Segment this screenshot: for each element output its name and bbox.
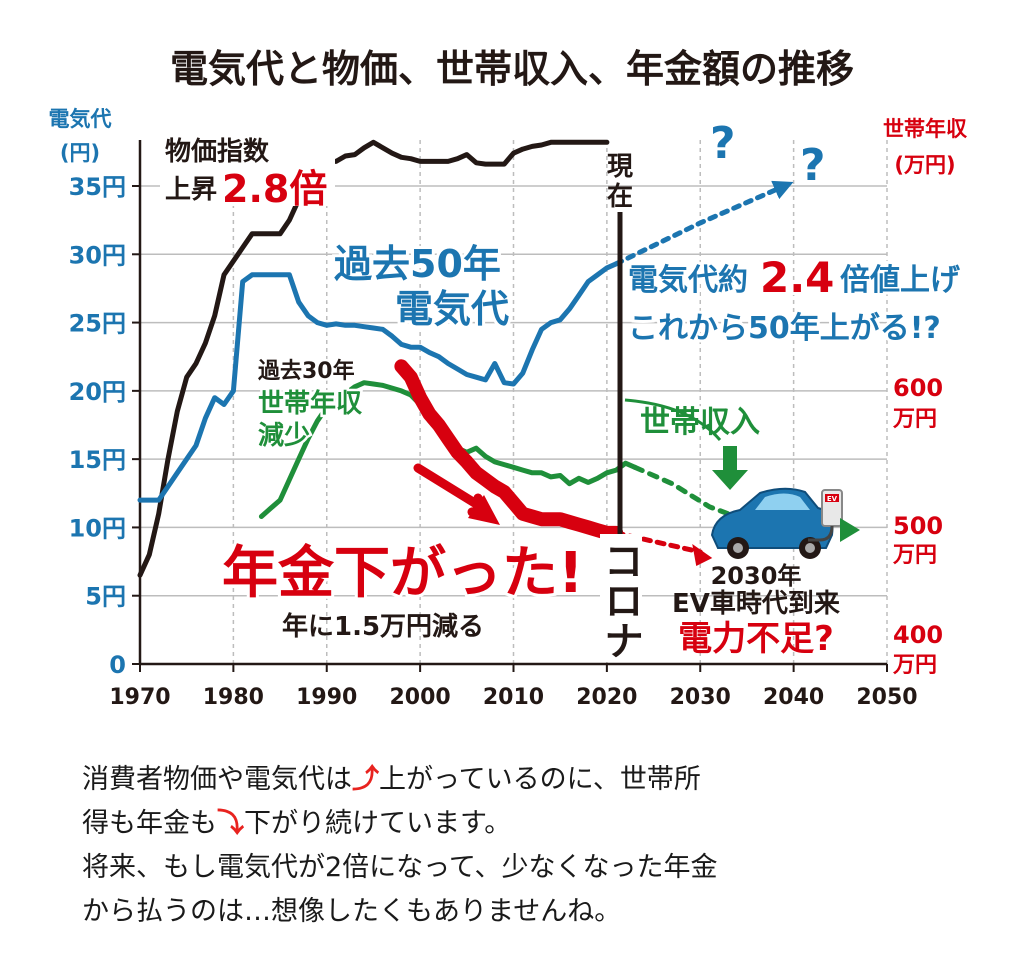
left-tick-label: 35円: [69, 173, 126, 201]
now-label-1: 現: [607, 152, 633, 182]
elec-up-1c: 倍値上げ: [840, 263, 961, 298]
ev-badge: EV: [827, 495, 838, 503]
right-tick-500-unit: 万円: [892, 543, 937, 568]
income-arrow: [712, 446, 748, 490]
arrow-down-icon: ⤵: [217, 808, 244, 839]
right-tick-600-unit: 万円: [892, 407, 937, 432]
series-electric: [137, 261, 619, 503]
income-forecast-arrowhead: [840, 518, 860, 542]
x-tick-label: 2020: [576, 685, 637, 710]
caption-line-4: から払うのは…想像したくもありませんね。: [82, 896, 622, 927]
ev-car-icon: EV: [710, 487, 843, 559]
caption: 消費者物価や電気代は⤴上がっているのに、世帯所 得も年金も⤵下がり続けています。…: [82, 758, 982, 934]
x-tick-label: 2030: [670, 685, 731, 710]
series-layer: [137, 139, 797, 578]
right-tick-600: 600: [893, 374, 943, 402]
corona-label: コロナ: [597, 540, 643, 660]
chart: 電気代と物価、世帯収入、年金額の推移 0 5円 10円 15円 20円 25円 30円 35円…: [0, 0, 968, 710]
pension-forecast-arrowhead: [692, 544, 713, 567]
x-tick-label: 2010: [483, 685, 544, 710]
question-mark-2: ?: [800, 140, 826, 191]
caption-line-2a: 得も年金も: [82, 808, 217, 839]
left-tick-label: 15円: [69, 446, 126, 474]
left-tick-label: 30円: [69, 241, 126, 269]
x-tick-label: 2050: [856, 685, 917, 710]
series-price: [137, 139, 610, 578]
pension-small: 年に1.5万円減る: [282, 611, 484, 642]
chart-title: 電気代と物価、世帯収入、年金額の推移: [170, 47, 854, 91]
right-tick-400: 400: [893, 621, 943, 649]
x-tick-label: 1970: [109, 685, 170, 710]
income-past-3: 減少: [258, 421, 310, 451]
corona-bg: [600, 534, 642, 662]
pension-arrow-head: [468, 495, 500, 525]
left-tick-label: 20円: [69, 378, 126, 406]
ev-1: 2030年: [711, 562, 802, 590]
series-pension: [394, 359, 624, 540]
elec-up-1b: 2.4: [760, 253, 834, 302]
price-label-bg: [160, 130, 335, 206]
caption-line-1: 消費者物価や電気代は⤴上がっているのに、世帯所: [82, 758, 982, 802]
ev-2: EV車時代到来: [672, 589, 841, 619]
right-tick-400-unit: 万円: [892, 653, 937, 678]
elec-up-2: これから50年上がる!?: [628, 311, 941, 346]
right-tick-500: 500: [893, 512, 943, 540]
x-tick-label: 2040: [763, 685, 824, 710]
series-electric_forecast: [613, 180, 794, 267]
price-label-2b: 2.8倍: [222, 167, 327, 211]
ev-3: 電力不足?: [678, 619, 834, 659]
caption-line-2b: 下がり続けています。: [244, 808, 512, 839]
question-mark-1: ?: [710, 118, 736, 169]
left-axis-label-2: (円): [60, 141, 100, 165]
caption-line-1b: 上がっているのに、世帯所: [379, 764, 701, 795]
income-curve-arrow: [624, 398, 722, 441]
series-income_forecast: [632, 464, 797, 533]
price-label-2a: 上昇: [165, 175, 217, 205]
arrow-up-icon: ⤴: [352, 764, 379, 795]
left-tick-label: 0: [109, 651, 126, 679]
income-past-1: 過去30年: [258, 358, 355, 384]
elec-up-1a: 電気代約: [628, 263, 748, 298]
left-tick-label: 25円: [69, 310, 126, 338]
caption-line-1a: 消費者物価や電気代は: [82, 764, 352, 795]
electric-label-2: 電気代: [395, 287, 509, 331]
price-label-1: 物価指数: [165, 137, 270, 167]
x-tick-label: 1990: [296, 685, 357, 710]
left-axis-label-1: 電気代: [49, 107, 112, 131]
left-tick-label: 10円: [69, 514, 126, 542]
electric-label-1: 過去50年: [334, 242, 501, 286]
caption-line-3: 将来、もし電気代が2倍になって、少なくなった年金: [82, 852, 718, 883]
right-axis-label-2: (万円): [894, 153, 955, 177]
caption-line-2: 得も年金も⤵下がり続けています。: [82, 802, 982, 846]
left-tick-label: 5円: [85, 583, 126, 611]
x-tick-label: 2000: [390, 685, 451, 710]
now-label-hidden: 現在: [0, 0, 2, 1]
income-past-2: 世帯年収: [258, 388, 363, 419]
x-tick-label: 1980: [203, 685, 264, 710]
right-axis-label-1: 世帯年収: [883, 117, 968, 141]
now-label-2: 在: [607, 182, 633, 212]
pension-big: 年金下がった!: [222, 541, 584, 606]
